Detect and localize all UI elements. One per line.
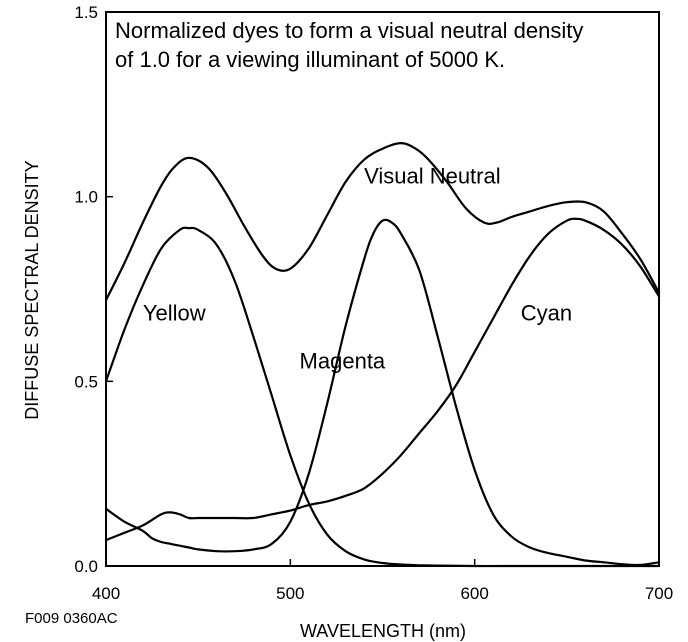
- series-line-magenta: [104, 218, 661, 567]
- x-axis-title: WAVELENGTH (nm): [300, 621, 466, 641]
- y-tick-label: 0.5: [74, 372, 98, 391]
- x-tick-label: 600: [460, 584, 488, 603]
- y-tick-label: 1.5: [74, 3, 98, 22]
- series-label-magenta: Magenta: [300, 348, 386, 373]
- series-label-yellow: Yellow: [143, 300, 206, 325]
- y-axis-ticks: 0.0 0.5 1.0 1.5: [74, 3, 113, 576]
- series-label-cyan: Cyan: [521, 300, 572, 325]
- plot-frame: [105, 11, 660, 567]
- figure-code: F009 0360AC: [25, 610, 118, 627]
- y-axis-title: DIFFUSE SPECTRAL DENSITY: [22, 160, 42, 419]
- x-tick-label: 700: [645, 584, 673, 603]
- x-tick-label: 400: [92, 584, 120, 603]
- x-tick-label: 500: [276, 584, 304, 603]
- annotation-line-1: Normalized dyes to form a visual neutral…: [115, 18, 583, 43]
- y-tick-label: 1.0: [74, 188, 98, 207]
- y-tick-label: 0.0: [74, 557, 98, 576]
- series-labels: Visual Neutral Yellow Magenta Cyan: [143, 164, 572, 374]
- series-group: [104, 142, 661, 568]
- series-line-visual-neutral: [104, 142, 661, 302]
- series-line-cyan: [104, 217, 661, 542]
- series-line-yellow: [104, 226, 661, 568]
- series-label-visual-neutral: Visual Neutral: [364, 164, 501, 189]
- annotation-line-2: of 1.0 for a viewing illuminant of 5000 …: [115, 47, 505, 72]
